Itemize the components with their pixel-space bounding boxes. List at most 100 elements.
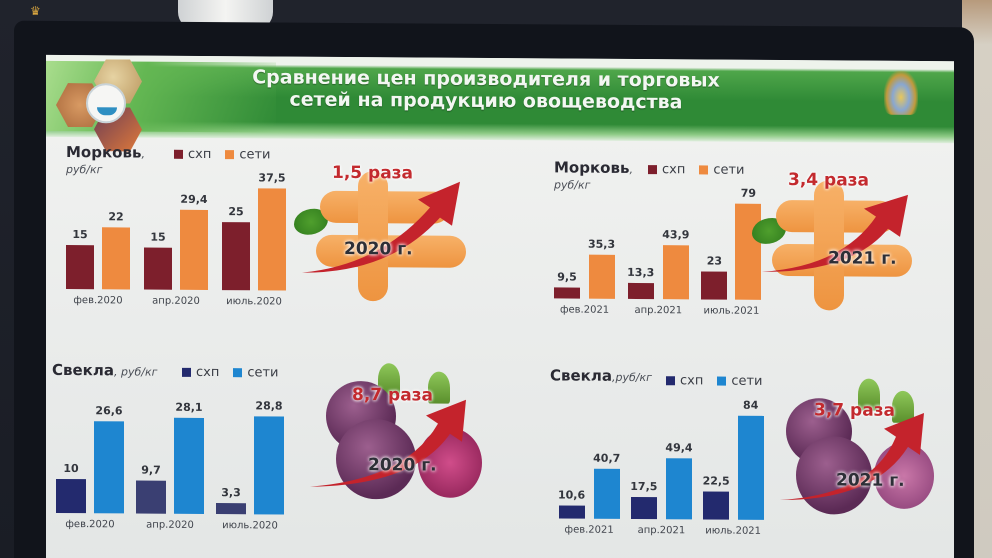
category-label: апр.2021 bbox=[634, 304, 683, 317]
legend-swatch bbox=[225, 150, 235, 160]
legend-item-producer: схп bbox=[182, 365, 219, 380]
growth-arrow-icon bbox=[780, 413, 924, 500]
bar-retail: 40,7 bbox=[593, 452, 620, 519]
bar-retail: 22 bbox=[102, 210, 130, 290]
growth-arrow-icon bbox=[310, 399, 466, 487]
panel-title: Свекла, руб/кг bbox=[52, 360, 158, 380]
bar-group: 15 22 фев.2020 bbox=[66, 210, 130, 306]
bar-group: 13,3 43,9 апр.2021 bbox=[627, 228, 689, 316]
bar-group: 22,5 84 июль.2021 bbox=[703, 398, 764, 537]
chart-carrot-2020: Морковь, руб/кг схп сети 15 22 фев.2020 … bbox=[66, 143, 306, 320]
bar-retail: 43,9 bbox=[662, 228, 689, 300]
bar-group: 10,6 40,7 фев.2021 bbox=[558, 451, 620, 536]
category-label: июль.2021 bbox=[703, 305, 760, 317]
category-label: фев.2020 bbox=[65, 519, 115, 531]
chart-carrot-2021: Морковь, руб/кг схп сети 9,5 35,3 фев.20… bbox=[554, 158, 784, 335]
category-label: фев.2021 bbox=[564, 524, 614, 536]
bar-group: 3,3 28,8 июль.2020 bbox=[216, 399, 284, 531]
bar-area: 10,6 40,7 фев.2021 17,5 49,4 апр.2021 22… bbox=[558, 392, 764, 537]
year-label: 2020 г. bbox=[344, 238, 413, 260]
bar-producer: 23 bbox=[701, 254, 728, 300]
bar-group: 15 29,4 апр.2020 bbox=[144, 193, 208, 307]
bar-group: 9,5 35,3 фев.2021 bbox=[554, 237, 615, 316]
legend-swatch bbox=[174, 149, 183, 159]
legend-swatch bbox=[717, 376, 727, 386]
ratio-label: 8,7 раза bbox=[352, 385, 434, 406]
slide-header: Сравнение цен производителя и торговых с… bbox=[46, 54, 954, 143]
bar-producer: 17,5 bbox=[630, 480, 657, 520]
bar-group: 10 26,6 фев.2020 bbox=[56, 404, 124, 530]
bar-area: 15 22 фев.2020 15 29,4 апр.2020 25 37,5 … bbox=[66, 171, 286, 308]
legend-item-retail: сети bbox=[233, 365, 279, 380]
category-label: фев.2020 bbox=[73, 295, 123, 307]
coat-of-arms-icon bbox=[884, 70, 918, 115]
bar-retail: 28,1 bbox=[174, 401, 204, 514]
slide-title: Сравнение цен производителя и торговых с… bbox=[236, 66, 736, 113]
bar-producer: 15 bbox=[66, 228, 94, 290]
panel-title: Морковь, bbox=[66, 143, 145, 162]
bar-group: 9,7 28,1 апр.2020 bbox=[136, 401, 204, 531]
bar-producer: 13,3 bbox=[627, 266, 654, 300]
category-label: апр.2020 bbox=[146, 519, 194, 531]
bar-producer: 25 bbox=[222, 205, 250, 291]
bar-producer: 10,6 bbox=[558, 488, 585, 519]
bar-producer: 9,5 bbox=[554, 270, 580, 299]
ratio-label: 1,5 раза bbox=[332, 162, 414, 184]
legend: схп сети bbox=[648, 162, 745, 178]
year-label: 2021 г. bbox=[828, 248, 897, 269]
legend-swatch bbox=[182, 367, 191, 377]
bar-retail: 26,6 bbox=[94, 404, 124, 514]
growth-arrow-icon bbox=[302, 181, 460, 273]
beet-illustration-2020: 8,7 раза 2020 г. bbox=[286, 361, 486, 512]
legend-item-retail: сети bbox=[699, 162, 745, 178]
bar-area: 9,5 35,3 фев.2021 13,3 43,9 апр.2021 23 … bbox=[554, 187, 762, 317]
legend: схп сети bbox=[666, 373, 763, 389]
legend-swatch bbox=[648, 165, 657, 175]
category-label: июль.2021 bbox=[705, 525, 762, 537]
bar-group: 25 37,5 июль.2020 bbox=[222, 171, 286, 308]
vegetables-hexagon-logo-icon bbox=[86, 83, 126, 124]
panel-title: Морковь, bbox=[554, 158, 633, 177]
legend-swatch bbox=[233, 368, 243, 378]
slide: Сравнение цен производителя и торговых с… bbox=[46, 54, 954, 558]
carrot-illustration-2021: 3,4 раза 2021 г. bbox=[752, 170, 932, 315]
bar-retail: 35,3 bbox=[588, 238, 615, 299]
legend: схп сети bbox=[182, 365, 279, 380]
bar-retail: 37,5 bbox=[258, 171, 286, 291]
legend-item-retail: сети bbox=[225, 147, 271, 162]
corner-emblem-icon: ♛ bbox=[30, 4, 41, 18]
legend-swatch bbox=[666, 376, 675, 386]
beet-illustration-2021: 3,7 раза 2021 г. bbox=[762, 376, 942, 527]
year-label: 2021 г. bbox=[836, 470, 905, 491]
bar-producer: 10 bbox=[56, 462, 86, 514]
ratio-label: 3,7 раза bbox=[814, 400, 896, 421]
legend: схп сети bbox=[174, 147, 271, 162]
bar-area: 10 26,6 фев.2020 9,7 28,1 апр.2020 3,3 2… bbox=[56, 385, 284, 531]
bar-retail: 49,4 bbox=[665, 441, 693, 520]
legend-item-producer: схп bbox=[666, 373, 703, 388]
category-label: апр.2020 bbox=[152, 295, 200, 307]
chart-beet-2020: Свекла, руб/кг схп сети 10 26,6 фев.2020… bbox=[52, 361, 302, 543]
category-label: фев.2021 bbox=[559, 304, 610, 316]
year-label: 2020 г. bbox=[368, 455, 437, 476]
panel-title: Свекла,руб/кг bbox=[550, 366, 652, 385]
monitor: Сравнение цен производителя и торговых с… bbox=[14, 20, 974, 558]
category-label: июль.2020 bbox=[222, 520, 278, 532]
bar-producer: 15 bbox=[144, 231, 172, 290]
category-label: июль.2020 bbox=[226, 296, 282, 308]
carrot-illustration-2020: 1,5 раза 2020 г. bbox=[290, 162, 470, 306]
bar-retail: 29,4 bbox=[180, 193, 208, 291]
chart-beet-2021: Свекла,руб/кг схп сети 10,6 40,7 фев.202… bbox=[550, 366, 780, 548]
legend-item-producer: схп bbox=[648, 162, 685, 177]
bar-retail: 84 bbox=[737, 399, 764, 520]
legend-item-retail: сети bbox=[717, 374, 763, 389]
bar-group: 17,5 49,4 апр.2021 bbox=[630, 441, 693, 536]
ratio-label: 3,4 раза bbox=[788, 170, 870, 191]
title-line-2: сетей на продукцию овощеводства bbox=[289, 88, 683, 114]
bar-producer: 9,7 bbox=[136, 464, 166, 514]
bar-producer: 22,5 bbox=[703, 474, 730, 520]
bar-producer: 3,3 bbox=[216, 486, 246, 515]
category-label: апр.2021 bbox=[637, 525, 686, 537]
legend-swatch bbox=[699, 165, 709, 175]
bar-retail: 28,8 bbox=[254, 399, 284, 515]
